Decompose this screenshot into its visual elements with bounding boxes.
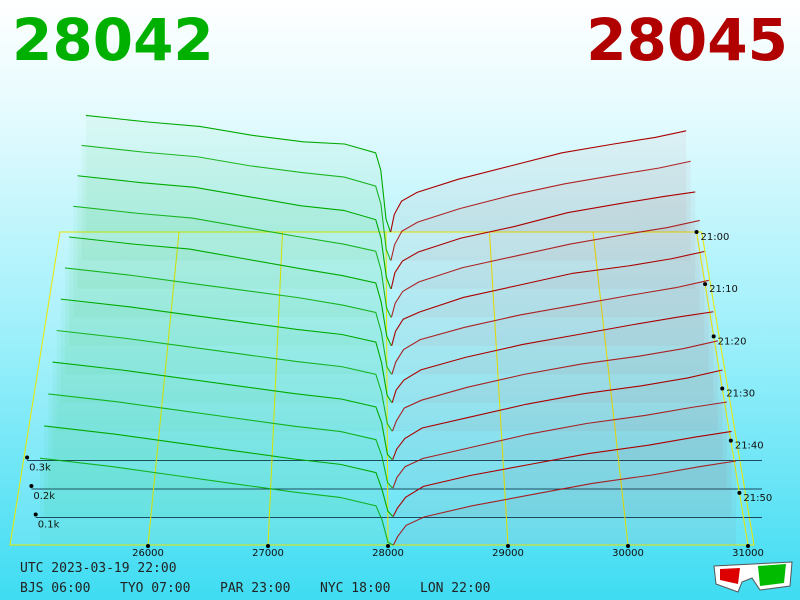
timezone-label: PAR 23:00 (220, 581, 290, 596)
ask-depth-line (391, 311, 714, 403)
ask-depth-line (391, 250, 705, 346)
ask-depth-line-fill (392, 311, 714, 403)
time-tick (703, 282, 708, 287)
ask-depth-line (390, 160, 691, 261)
time-tick (720, 386, 725, 391)
bid-depth-line (60, 298, 393, 404)
price-tick-label: 28000 (372, 548, 404, 559)
ask-depth-line (391, 279, 709, 375)
volume-tick (25, 455, 30, 460)
bid-depth-line-fill (40, 458, 394, 545)
bid-depth-line (52, 361, 393, 461)
bid-depth-line-fill (65, 267, 392, 375)
price-grid-line (385, 231, 389, 546)
volume-tick (33, 512, 38, 517)
ask-depth-line (392, 460, 737, 546)
ask-depth-line-fill (393, 461, 736, 545)
bid-price: 28042 (12, 6, 214, 74)
timezone-label: BJS 06:00 (20, 581, 90, 596)
bid-depth-line (73, 205, 392, 318)
timezone-label: TYO 07:00 (120, 581, 190, 596)
price-grid-line (147, 231, 180, 546)
bid-depth-line (44, 425, 394, 517)
bid-depth-line-fill (77, 175, 391, 289)
ask-depth-line (392, 401, 728, 489)
time-label: 21:10 (709, 284, 738, 295)
bid-depth-line-fill (73, 206, 392, 318)
bid-depth-line-fill (56, 330, 393, 432)
ask-depth-line-fill (391, 220, 700, 318)
ask-depth-line-fill (391, 280, 709, 375)
price-tick (746, 544, 750, 548)
ask-depth-line (392, 369, 723, 460)
bid-depth-line (77, 175, 392, 290)
price-tick-label: 26000 (132, 548, 164, 559)
ask-depth-line (390, 219, 700, 318)
ask-depth-line-fill (391, 191, 696, 289)
ask-depth-line-fill (392, 401, 727, 489)
volume-tick-label: 0.3k (29, 463, 51, 474)
price-grid-line (489, 231, 509, 546)
ask-depth-line-fill (392, 340, 718, 432)
ask-depth-line-fill (391, 251, 705, 346)
bid-depth-line (48, 393, 393, 489)
ask-price: 28045 (586, 6, 788, 74)
price-tick (266, 544, 270, 548)
bid-depth-line (69, 236, 392, 347)
glasses-icon (713, 561, 793, 593)
volume-tick-label: 0.2k (33, 491, 55, 502)
time-tick (694, 230, 699, 234)
bid-depth-line (64, 267, 393, 375)
price-grid-line (267, 231, 283, 546)
time-label: 21:30 (726, 389, 755, 400)
time-tick (728, 438, 733, 443)
timezone-label: NYC 18:00 (320, 581, 390, 596)
bid-depth-line-fill (52, 362, 393, 460)
time-label: 21:00 (701, 232, 730, 243)
price-tick-label: 29000 (492, 548, 524, 559)
ask-depth-line-fill (390, 130, 687, 232)
bid-depth-line (39, 457, 394, 546)
utc-time: UTC 2023-03-19 22:00 (20, 561, 177, 576)
price-tick (146, 544, 150, 548)
timezone-label: LON 22:00 (420, 581, 490, 596)
ask-depth-line-fill (392, 370, 723, 460)
bid-depth-line-fill (60, 299, 392, 403)
time-tick (737, 490, 742, 495)
price-tick (626, 544, 630, 548)
bid-depth-line-fill (85, 115, 391, 232)
price-tick-label: 31000 (732, 548, 764, 559)
bid-depth-line (81, 144, 392, 261)
price-grid-line (592, 231, 629, 546)
time-label: 21:40 (735, 441, 764, 452)
ask-depth-line (390, 191, 696, 290)
bid-depth-line (85, 114, 391, 233)
price-tick (506, 544, 510, 548)
bid-depth-line (56, 329, 393, 432)
volume-tick (29, 484, 34, 488)
time-label: 21:20 (718, 336, 747, 347)
ask-depth-line (392, 430, 732, 517)
volume-tick-label: 0.1k (38, 520, 60, 531)
time-label: 21:50 (743, 493, 772, 504)
ask-depth-line (391, 340, 718, 432)
time-tick (711, 334, 716, 339)
price-tick-label: 30000 (612, 548, 644, 559)
bid-depth-line-fill (48, 393, 393, 489)
price-tick-label: 27000 (252, 548, 284, 559)
ask-depth-line (390, 130, 687, 233)
price-tick (386, 544, 390, 548)
ask-depth-line-fill (393, 431, 732, 517)
bid-depth-line-fill (69, 237, 392, 346)
